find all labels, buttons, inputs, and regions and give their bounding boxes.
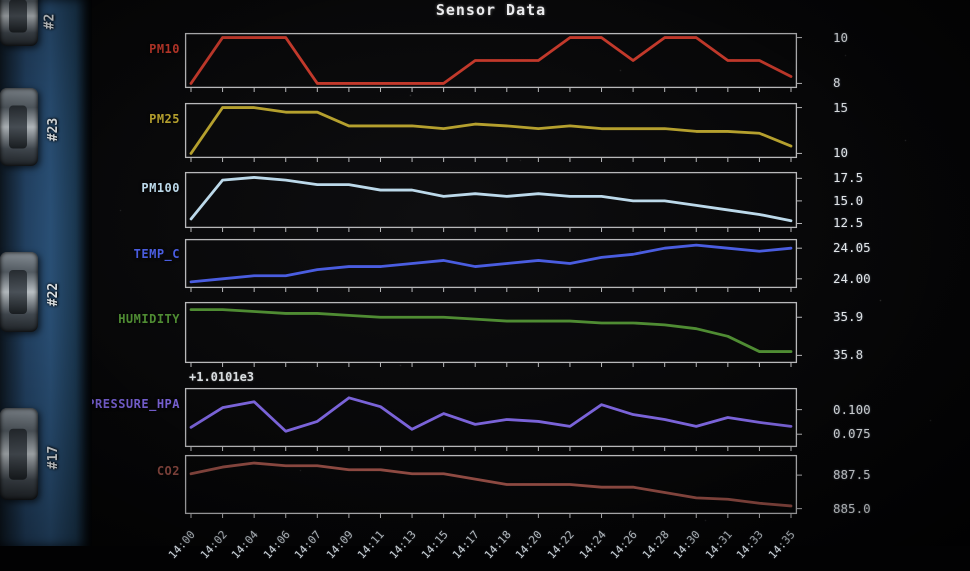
y-tick-label: 10 <box>833 145 849 161</box>
chart-line-pressure_hpa <box>189 396 793 433</box>
y-tick-label: 12.5 <box>833 215 864 231</box>
axes-border <box>184 301 798 364</box>
chart-label-pressure_hpa: PRESSURE_HPA <box>87 397 180 411</box>
y-tick-label: 8 <box>833 75 841 91</box>
chart-line-humidity <box>189 308 793 353</box>
y-tick-label: 885.0 <box>833 500 871 516</box>
axis-offset-text: +1.0101e3 <box>189 370 255 384</box>
y-tick-label: 24.00 <box>833 270 871 286</box>
y-tick-label: 15.0 <box>833 192 864 208</box>
chart-line-co2 <box>189 461 793 508</box>
axes-border <box>184 387 798 448</box>
chart-label-co2: CO2 <box>156 464 180 478</box>
y-tick-label: 15 <box>833 99 849 115</box>
chart-line-pm10 <box>189 36 793 85</box>
connector-label: #23 <box>46 117 62 142</box>
chart-plot-co2 <box>184 454 802 518</box>
chart-line-temp_c <box>189 243 793 284</box>
y-tick-label: 35.9 <box>833 309 864 325</box>
axes-border <box>184 102 798 159</box>
chart-label-pm25: PM25 <box>149 112 180 126</box>
chart-plot-pm25 <box>184 102 802 162</box>
chart-plot-humidity <box>184 301 802 367</box>
axes-border <box>184 454 798 515</box>
y-tick-label: 887.5 <box>833 467 871 483</box>
chart-plot-pm10 <box>184 32 802 92</box>
chart-plot-pressure_hpa <box>184 387 802 451</box>
pcb-connector <box>0 0 38 46</box>
pcb-strip: #2 #23 #22 #17 <box>0 0 92 546</box>
chart-label-humidity: HUMIDITY <box>118 312 180 326</box>
pcb-connector <box>0 88 38 166</box>
chart-line-pm25 <box>189 106 793 155</box>
chart-line-pm100 <box>189 176 793 223</box>
axes-border <box>184 171 798 229</box>
axes-border <box>184 32 798 89</box>
pcb-connector <box>0 408 38 500</box>
y-tick-label: 24.05 <box>833 240 871 256</box>
y-tick-label: 10 <box>833 29 849 45</box>
chart-label-temp_c: TEMP_C <box>133 247 180 261</box>
chart-plot-pm100 <box>184 171 802 232</box>
connector-label: #2 <box>42 13 58 30</box>
page-title: Sensor Data <box>435 1 547 19</box>
pcb-connector <box>0 252 38 332</box>
connector-label: #17 <box>46 445 62 470</box>
axes-border <box>184 238 798 289</box>
y-tick-label: 35.8 <box>833 347 864 363</box>
y-tick-label: 0.100 <box>833 401 871 417</box>
connector-label: #22 <box>46 282 62 307</box>
chart-label-pm10: PM10 <box>149 42 180 56</box>
y-tick-label: 0.075 <box>833 426 871 442</box>
y-tick-label: 17.5 <box>833 170 864 186</box>
chart-label-pm100: PM100 <box>141 181 180 195</box>
chart-plot-temp_c <box>184 238 802 292</box>
